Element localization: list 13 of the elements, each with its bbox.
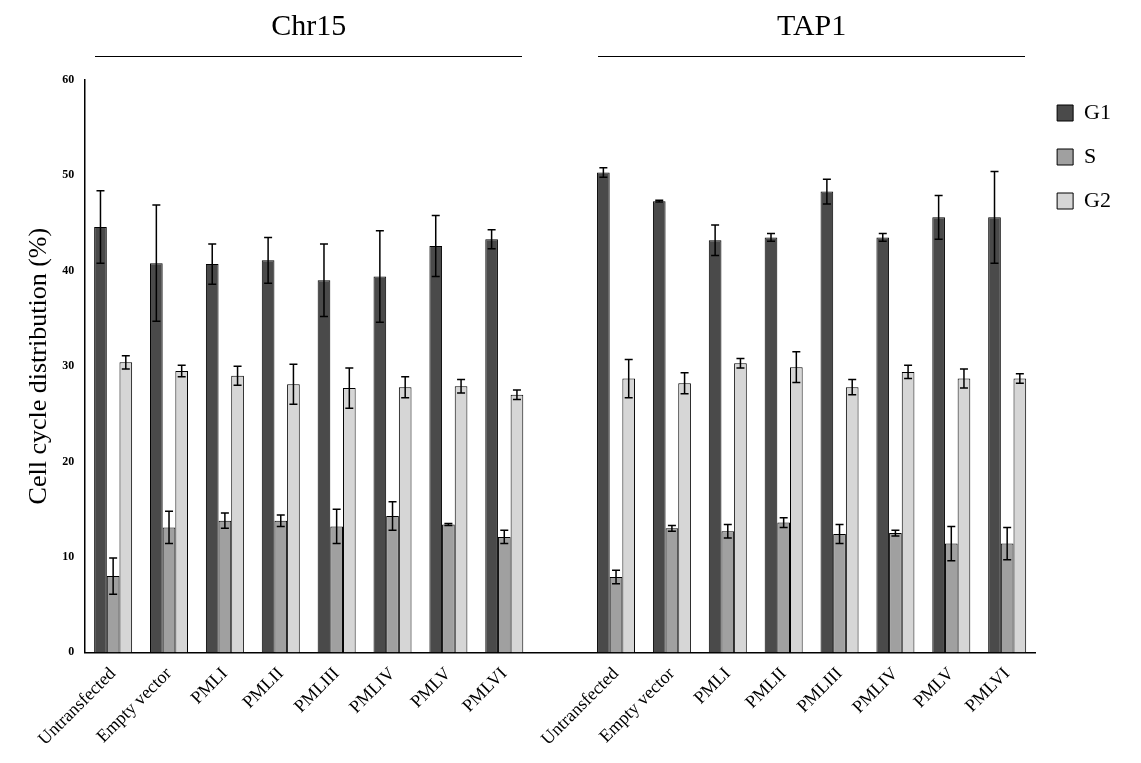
y-tick-label: 10: [62, 549, 75, 564]
text: Chr15: [270, 8, 348, 42]
y-tick-label: 50: [62, 167, 75, 182]
legend-label: G2: [1084, 186, 1111, 212]
y-tick-label: 40: [62, 262, 75, 277]
y-tick-label: 0: [68, 644, 75, 659]
y-tick-label: 20: [62, 453, 75, 468]
legend-label: G1: [1084, 98, 1111, 124]
legend-label: S: [1084, 142, 1097, 168]
y-tick-label: 60: [62, 72, 75, 87]
y-tick-label: 30: [62, 358, 75, 373]
y-axis-title: Cell cycle distribution (%): [23, 227, 53, 505]
text: TAP1: [775, 8, 848, 42]
